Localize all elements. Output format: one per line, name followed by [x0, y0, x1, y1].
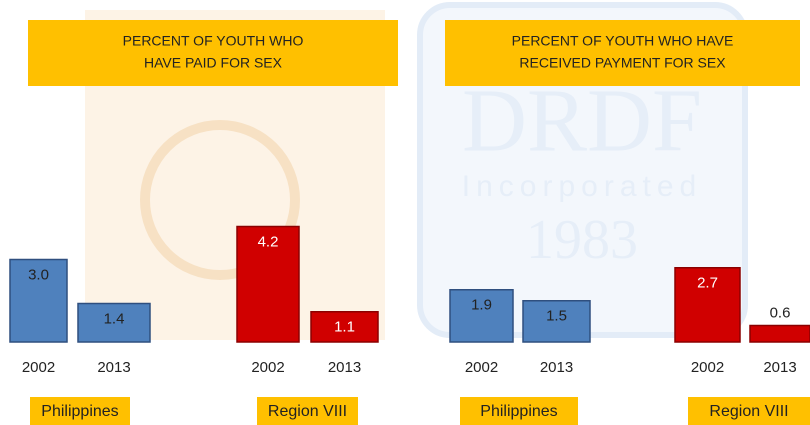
- chart-title: PERCENT OF YOUTH WHO: [123, 33, 304, 49]
- title-box: [28, 20, 398, 86]
- legend-box: [257, 397, 358, 425]
- legend-box: [30, 397, 130, 425]
- x-tick-label: 2013: [763, 359, 796, 376]
- watermark-text: DRDF: [462, 72, 702, 171]
- title-box: [445, 20, 800, 86]
- legend-box: [460, 397, 578, 425]
- x-tick-label: 2002: [22, 359, 55, 376]
- legend-label: Philippines: [480, 403, 557, 420]
- chart-title: PERCENT OF YOUTH WHO HAVE: [512, 33, 734, 49]
- value-label: 2.7: [697, 275, 718, 292]
- watermark-text: 1983: [526, 209, 638, 271]
- bar: [674, 267, 741, 343]
- legend-label: Region VIII: [268, 403, 347, 420]
- chart-title: RECEIVED PAYMENT FOR SEX: [519, 55, 726, 71]
- value-label: 4.2: [258, 233, 279, 250]
- bar: [236, 225, 300, 343]
- x-tick-label: 2002: [465, 359, 498, 376]
- bar: [749, 324, 810, 343]
- legend-label: Region VIII: [709, 403, 788, 420]
- bar: [449, 289, 514, 343]
- legend-label: Philippines: [41, 403, 118, 420]
- bar: [522, 300, 591, 343]
- bar: [9, 258, 68, 343]
- watermark-logo: [140, 120, 300, 280]
- value-label: 1.1: [334, 319, 355, 336]
- bar: [77, 302, 151, 343]
- x-tick-label: 2002: [691, 359, 724, 376]
- value-label: 1.4: [104, 310, 125, 327]
- watermark-text: Incorporated: [462, 170, 702, 203]
- chart-title: HAVE PAID FOR SEX: [144, 55, 283, 71]
- x-tick-label: 2013: [540, 359, 573, 376]
- value-label: 1.5: [546, 308, 567, 325]
- x-tick-label: 2013: [97, 359, 130, 376]
- bar: [310, 311, 379, 343]
- legend-box: [688, 397, 810, 425]
- x-tick-label: 2013: [328, 359, 361, 376]
- value-label: 0.6: [770, 304, 791, 321]
- value-label: 3.0: [28, 266, 49, 283]
- value-label: 1.9: [471, 297, 492, 314]
- x-tick-label: 2002: [251, 359, 284, 376]
